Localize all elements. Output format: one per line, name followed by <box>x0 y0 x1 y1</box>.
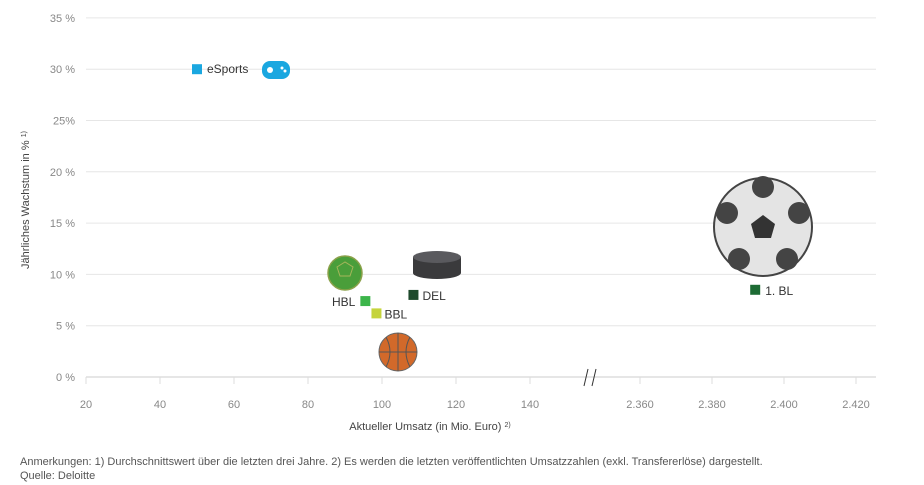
x-tick-label: 100 <box>373 399 391 411</box>
x-tick-label: 120 <box>447 399 465 411</box>
data-point-1bl[interactable] <box>750 284 761 295</box>
scatter-chart: 0 % 5 % 10 % 15 % 20 % 25% 30 % 35 % 20 40 60 80 100… <box>20 13 876 433</box>
svg-text:Aktueller Umsatz (in Mio. Euro: Aktueller Umsatz (in Mio. Euro) 2) <box>349 421 511 433</box>
x-axis-label: Aktueller Umsatz (in Mio. Euro) <box>349 421 501 433</box>
x-tick-label: 2.420 <box>842 399 870 411</box>
data-label: eSports <box>207 62 248 76</box>
footnote-source: Quelle: Deloitte <box>20 470 96 482</box>
y-tick-label: 10 % <box>50 269 75 281</box>
x-axis-label-sup: 2) <box>505 422 511 429</box>
axis-break-icon <box>583 368 589 387</box>
x-tick-label: 80 <box>302 399 314 411</box>
x-tick-label: 40 <box>154 399 166 411</box>
data-label: BBL <box>384 307 407 321</box>
y-axis-label-sup: 1) <box>21 131 28 137</box>
data-point-esports[interactable] <box>192 64 202 75</box>
y-tick-label: 20 % <box>50 167 75 179</box>
data-label: 1. BL <box>765 284 793 298</box>
axis-break-icon <box>591 368 597 387</box>
x-tick-label: 2.380 <box>698 399 726 411</box>
footnote-remarks: Anmerkungen: 1) Durchschnittswert über d… <box>20 456 763 468</box>
data-point-del[interactable] <box>408 289 419 300</box>
y-tick-label: 15 % <box>50 218 75 230</box>
y-tick-label: 5 % <box>56 321 75 333</box>
x-tick-label: 60 <box>228 399 240 411</box>
data-point-hbl[interactable] <box>360 296 371 307</box>
x-tick-label: 2.360 <box>626 399 654 411</box>
x-tick-label: 20 <box>80 399 92 411</box>
football-icon <box>713 176 813 277</box>
basketball-icon <box>378 332 418 372</box>
data-label: HBL <box>332 295 356 309</box>
y-tick-label: 35 % <box>50 13 75 25</box>
y-tick-label: 0 % <box>56 372 75 384</box>
y-tick-label: 30 % <box>50 64 75 76</box>
data-label: DEL <box>422 289 446 303</box>
x-tick-label: 140 <box>521 399 539 411</box>
hockey-puck-icon <box>413 251 461 279</box>
y-axis-label: Jährliches Wachstum in % <box>20 140 32 269</box>
x-tick-label: 2.400 <box>770 399 798 411</box>
handball-icon <box>327 255 363 291</box>
gamepad-icon <box>262 61 290 79</box>
y-tick-label: 25% <box>53 116 75 128</box>
data-point-bbl[interactable] <box>371 308 382 319</box>
svg-text:Jährliches Wachstum in % 1): Jährliches Wachstum in % 1) <box>20 131 32 269</box>
